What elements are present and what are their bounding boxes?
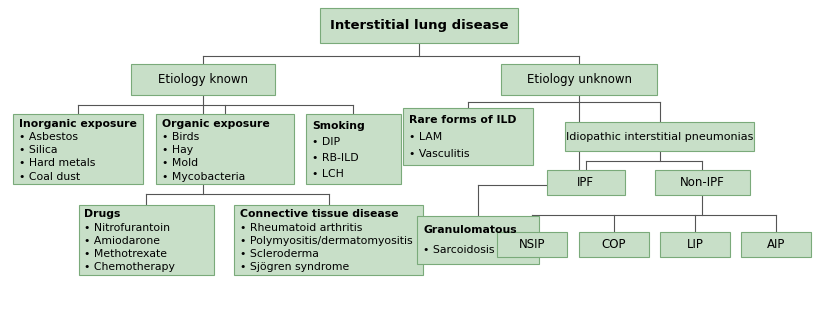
- Text: • Vasculitis: • Vasculitis: [409, 149, 469, 159]
- FancyBboxPatch shape: [306, 114, 401, 184]
- Text: • Methotrexate: • Methotrexate: [85, 249, 168, 259]
- Text: AIP: AIP: [767, 238, 785, 251]
- Text: Drugs: Drugs: [85, 209, 121, 219]
- Text: • RB-ILD: • RB-ILD: [312, 153, 359, 163]
- Text: Inorganic exposure: Inorganic exposure: [19, 119, 137, 129]
- Text: NSIP: NSIP: [519, 238, 546, 251]
- Text: IPF: IPF: [577, 176, 594, 189]
- Text: • Sarcoidosis: • Sarcoidosis: [423, 245, 494, 255]
- Text: • Nitrofurantoin: • Nitrofurantoin: [85, 223, 170, 233]
- Text: • Polymyositis/dermatomyositis: • Polymyositis/dermatomyositis: [240, 236, 412, 246]
- Text: • Birds: • Birds: [162, 132, 199, 142]
- Text: Rare forms of ILD: Rare forms of ILD: [409, 115, 517, 125]
- FancyBboxPatch shape: [742, 232, 811, 257]
- Text: • Scleroderma: • Scleroderma: [240, 249, 318, 259]
- Text: Smoking: Smoking: [312, 121, 365, 131]
- Text: LIP: LIP: [686, 238, 703, 251]
- Text: Interstitial lung disease: Interstitial lung disease: [329, 19, 509, 32]
- FancyBboxPatch shape: [498, 232, 567, 257]
- Text: Connective tissue disease: Connective tissue disease: [240, 209, 399, 219]
- FancyBboxPatch shape: [546, 170, 624, 195]
- FancyBboxPatch shape: [13, 114, 143, 184]
- FancyBboxPatch shape: [565, 122, 754, 151]
- FancyBboxPatch shape: [579, 232, 649, 257]
- FancyBboxPatch shape: [235, 205, 423, 275]
- Text: Etiology known: Etiology known: [158, 73, 248, 86]
- FancyBboxPatch shape: [403, 108, 533, 165]
- Text: • Mold: • Mold: [162, 158, 198, 168]
- Text: • Hay: • Hay: [162, 145, 193, 155]
- FancyBboxPatch shape: [320, 8, 518, 43]
- FancyBboxPatch shape: [156, 114, 294, 184]
- Text: • Silica: • Silica: [19, 145, 58, 155]
- Text: • Coal dust: • Coal dust: [19, 172, 80, 181]
- Text: • Rheumatoid arthritis: • Rheumatoid arthritis: [240, 223, 362, 233]
- Text: • Sjögren syndrome: • Sjögren syndrome: [240, 262, 349, 272]
- FancyBboxPatch shape: [132, 64, 275, 95]
- Text: Organic exposure: Organic exposure: [162, 119, 270, 129]
- Text: Non-IPF: Non-IPF: [680, 176, 725, 189]
- Text: COP: COP: [602, 238, 626, 251]
- Text: • Asbestos: • Asbestos: [19, 132, 78, 142]
- FancyBboxPatch shape: [660, 232, 730, 257]
- Text: Idiopathic interstitial pneumonias: Idiopathic interstitial pneumonias: [566, 132, 753, 142]
- Text: Granulomatous: Granulomatous: [423, 225, 517, 235]
- FancyBboxPatch shape: [79, 205, 214, 275]
- Text: • LAM: • LAM: [409, 132, 442, 142]
- FancyBboxPatch shape: [655, 170, 749, 195]
- Text: • Mycobacteria: • Mycobacteria: [162, 172, 246, 181]
- Text: • DIP: • DIP: [312, 137, 340, 147]
- Text: • LCH: • LCH: [312, 169, 344, 179]
- FancyBboxPatch shape: [417, 216, 539, 264]
- Text: • Hard metals: • Hard metals: [19, 158, 96, 168]
- Text: Etiology unknown: Etiology unknown: [526, 73, 632, 86]
- Text: • Chemotherapy: • Chemotherapy: [85, 262, 175, 272]
- Text: • Amiodarone: • Amiodarone: [85, 236, 160, 246]
- FancyBboxPatch shape: [501, 64, 657, 95]
